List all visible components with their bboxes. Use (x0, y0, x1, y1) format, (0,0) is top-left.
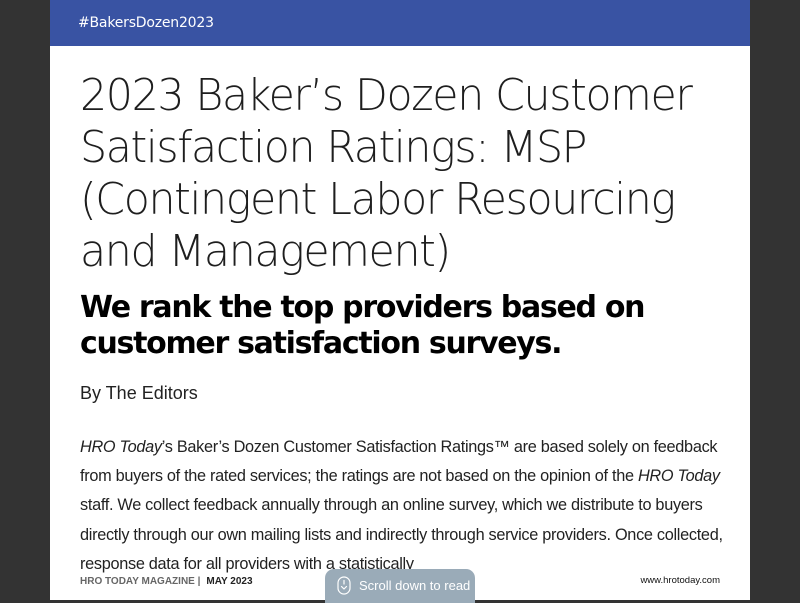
footer-publication: HRO TODAY MAGAZINE | (80, 576, 201, 587)
magazine-page: #BakersDozen2023 2023 Baker’s Dozen Cust… (50, 0, 750, 600)
body-text-segment: staff. We collect feedback annually thro… (80, 496, 723, 573)
mouse-scroll-icon (337, 575, 351, 595)
byline: By The Editors (80, 383, 198, 403)
scroll-down-label: Scroll down to read (359, 577, 471, 593)
footer-date: MAY 2023 (206, 576, 253, 587)
publication-name: HRO Today (637, 467, 720, 486)
publication-name: HRO Today (80, 438, 162, 456)
scroll-down-button[interactable]: Scroll down to read (325, 569, 475, 603)
article-title: 2023 Baker’s Dozen Customer Satisfaction… (80, 70, 693, 277)
article-subtitle: We rank the top providers based on custo… (80, 290, 646, 361)
footer-publication-info: HRO TODAY MAGAZINE | MAY 2023 (80, 576, 253, 587)
hashtag-label: #BakersDozen2023 (78, 15, 214, 31)
header-bar: #BakersDozen2023 (50, 0, 750, 46)
body-text-segment: ’s Baker’s Dozen Customer Satisfaction R… (80, 438, 718, 486)
article-body: HRO Today’s Baker’s Dozen Customer Satis… (80, 433, 730, 579)
footer-website: www.hrotoday.com (640, 575, 720, 586)
